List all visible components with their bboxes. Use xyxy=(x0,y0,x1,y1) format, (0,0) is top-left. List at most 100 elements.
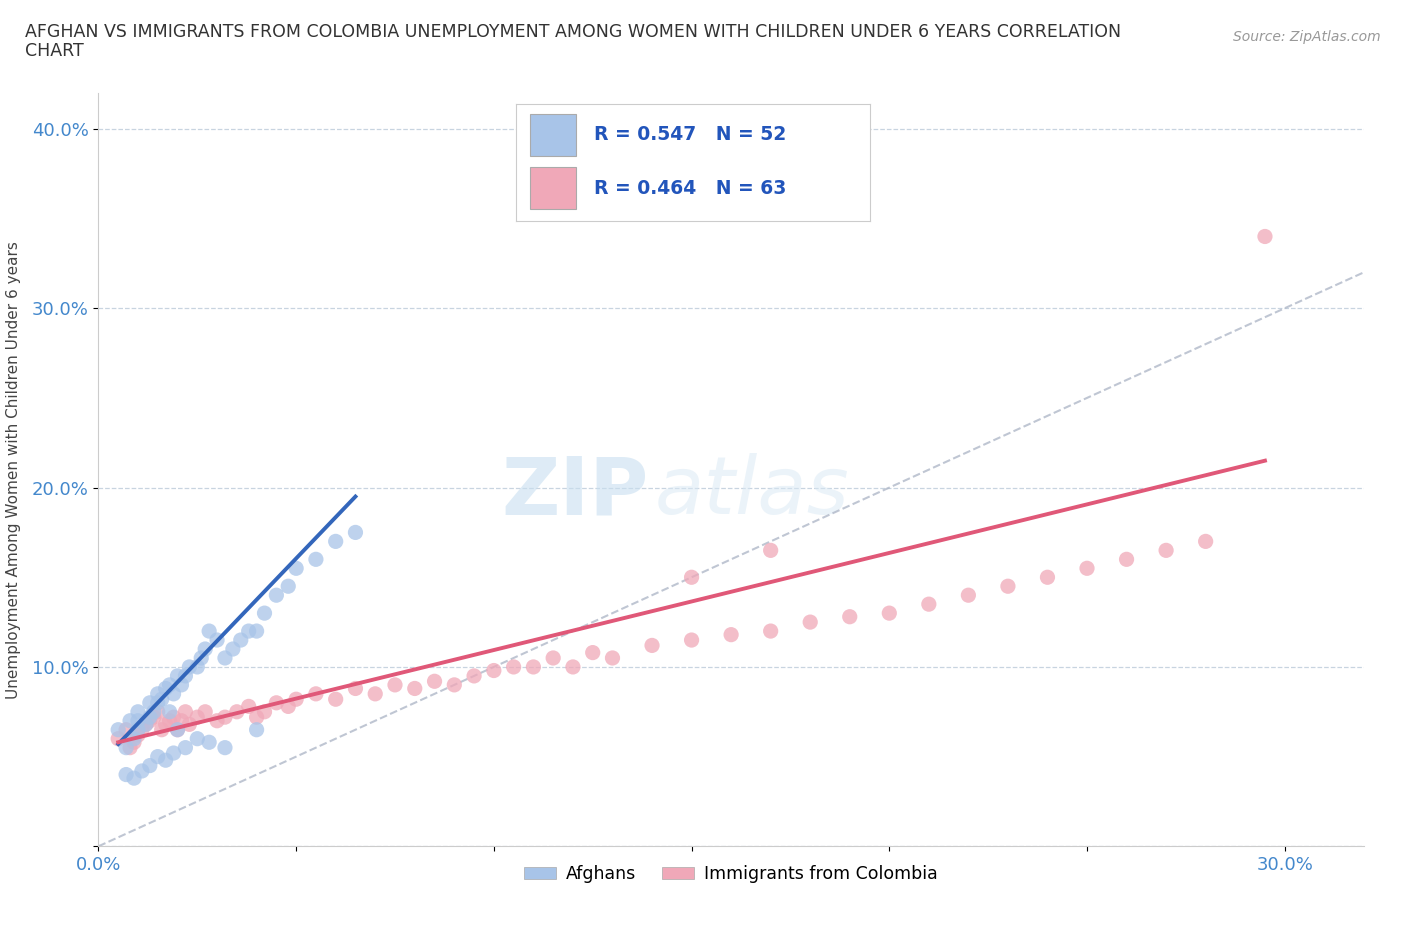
Point xyxy=(1195,534,1218,549)
Point xyxy=(107,731,129,746)
Point xyxy=(139,710,162,724)
Point xyxy=(186,710,208,724)
Point xyxy=(277,578,299,593)
Point xyxy=(285,561,308,576)
Point xyxy=(198,624,221,639)
Point xyxy=(997,578,1019,593)
Y-axis label: Unemployment Among Women with Children Under 6 years: Unemployment Among Women with Children U… xyxy=(6,241,21,698)
Point xyxy=(1154,543,1177,558)
Point xyxy=(159,704,181,719)
Point xyxy=(170,713,193,728)
Point xyxy=(115,767,138,782)
Point xyxy=(918,597,941,612)
Point xyxy=(681,570,703,585)
Point xyxy=(305,551,328,566)
Point xyxy=(150,723,173,737)
Point xyxy=(246,723,269,737)
Point xyxy=(344,525,367,539)
Point xyxy=(122,735,145,750)
Point xyxy=(115,740,138,755)
Point xyxy=(285,692,308,707)
Point xyxy=(179,717,201,732)
Point xyxy=(174,704,197,719)
Point xyxy=(150,692,173,707)
Point xyxy=(131,723,153,737)
Point xyxy=(135,717,157,732)
Point xyxy=(641,638,664,653)
Point xyxy=(166,723,188,737)
Point xyxy=(344,681,367,696)
Point xyxy=(222,642,245,657)
Point xyxy=(205,632,228,647)
Point xyxy=(107,723,129,737)
Point xyxy=(502,659,524,674)
Point xyxy=(253,704,276,719)
Point xyxy=(127,713,149,728)
Point xyxy=(146,696,169,711)
Point xyxy=(142,704,165,719)
Point xyxy=(115,723,138,737)
Point xyxy=(166,669,188,684)
Point xyxy=(162,710,184,724)
Point xyxy=(190,651,212,666)
Point xyxy=(1076,561,1098,576)
Point xyxy=(246,624,269,639)
Point xyxy=(463,669,485,684)
Point xyxy=(155,752,177,767)
Legend: Afghans, Immigrants from Colombia: Afghans, Immigrants from Colombia xyxy=(517,858,945,890)
Point xyxy=(155,717,177,732)
Point xyxy=(238,624,260,639)
Point xyxy=(214,740,236,755)
Point xyxy=(166,723,188,737)
Point xyxy=(155,681,177,696)
Point xyxy=(522,659,544,674)
Point xyxy=(759,624,782,639)
Point xyxy=(214,710,236,724)
Point xyxy=(142,710,165,724)
Text: AFGHAN VS IMMIGRANTS FROM COLOMBIA UNEMPLOYMENT AMONG WOMEN WITH CHILDREN UNDER : AFGHAN VS IMMIGRANTS FROM COLOMBIA UNEMP… xyxy=(25,23,1122,41)
Point xyxy=(179,659,201,674)
Point xyxy=(325,692,347,707)
Point xyxy=(384,677,406,692)
Point xyxy=(122,771,145,786)
Text: atlas: atlas xyxy=(655,453,851,531)
Point xyxy=(139,713,162,728)
Point xyxy=(174,669,197,684)
Point xyxy=(214,651,236,666)
Point xyxy=(1036,570,1059,585)
Point xyxy=(423,674,446,689)
Point xyxy=(127,704,149,719)
Point xyxy=(198,735,221,750)
Point xyxy=(838,609,860,624)
Point xyxy=(277,699,299,714)
Point xyxy=(720,627,742,642)
Point xyxy=(561,659,585,674)
Point xyxy=(246,710,269,724)
Point xyxy=(266,588,288,603)
Point xyxy=(229,632,252,647)
Point xyxy=(127,727,149,742)
Point xyxy=(1254,229,1277,244)
Text: ZIP: ZIP xyxy=(502,453,648,531)
Point xyxy=(146,704,169,719)
Point xyxy=(162,746,184,761)
Point xyxy=(482,663,505,678)
Point xyxy=(681,632,703,647)
Point xyxy=(582,645,605,660)
Point xyxy=(404,681,426,696)
Point xyxy=(759,543,782,558)
Text: CHART: CHART xyxy=(25,42,84,60)
Point xyxy=(305,686,328,701)
Point xyxy=(225,704,247,719)
Point xyxy=(205,713,228,728)
Point xyxy=(253,605,276,620)
Point xyxy=(877,605,901,620)
Point xyxy=(135,717,157,732)
Point xyxy=(364,686,387,701)
Point xyxy=(174,740,197,755)
Point xyxy=(186,731,208,746)
Text: Source: ZipAtlas.com: Source: ZipAtlas.com xyxy=(1233,30,1381,44)
Point xyxy=(194,642,217,657)
Point xyxy=(325,534,347,549)
Point xyxy=(162,686,184,701)
